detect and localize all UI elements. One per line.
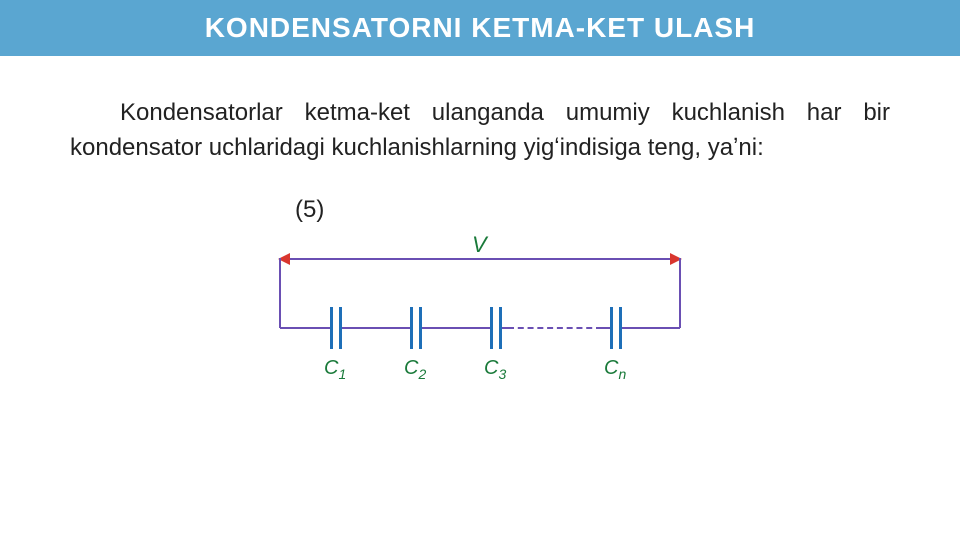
header-title: KONDENSATORNI KETMA-KET ULASH — [205, 12, 756, 43]
capacitor-plate — [490, 307, 493, 349]
wire-seg — [602, 327, 610, 329]
slide-content: Kondensatorlar ketma-ket ulanganda umumi… — [0, 56, 960, 403]
circuit-diagram: VC1C2C3Cn — [240, 238, 720, 403]
voltage-label: V — [472, 232, 487, 258]
capacitor-plate — [499, 307, 502, 349]
capacitor-plate — [619, 307, 622, 349]
capacitor-label: Cn — [604, 357, 626, 382]
capacitor-label: C3 — [484, 357, 506, 382]
wire-drop-left — [279, 258, 281, 328]
slide-header: KONDENSATORNI KETMA-KET ULASH — [0, 0, 960, 56]
capacitor-label: C1 — [324, 357, 346, 382]
capacitor-label: C2 — [404, 357, 426, 382]
wire-drop-right — [679, 258, 681, 328]
equation-label: (5) — [70, 196, 890, 224]
wire-seg — [622, 327, 680, 329]
voltage-span-line — [280, 258, 680, 260]
capacitor-plate — [410, 307, 413, 349]
wire-seg — [342, 327, 410, 329]
body-paragraph: Kondensatorlar ketma-ket ulanganda umumi… — [70, 96, 890, 166]
capacitor-plate — [339, 307, 342, 349]
paragraph-text: Kondensatorlar ketma-ket ulanganda umumi… — [70, 99, 890, 161]
wire-seg — [280, 327, 330, 329]
capacitor-plate — [419, 307, 422, 349]
capacitor-plate — [330, 307, 333, 349]
wire-seg — [422, 327, 490, 329]
capacitor-plate — [610, 307, 613, 349]
wire-dashed — [508, 327, 602, 329]
